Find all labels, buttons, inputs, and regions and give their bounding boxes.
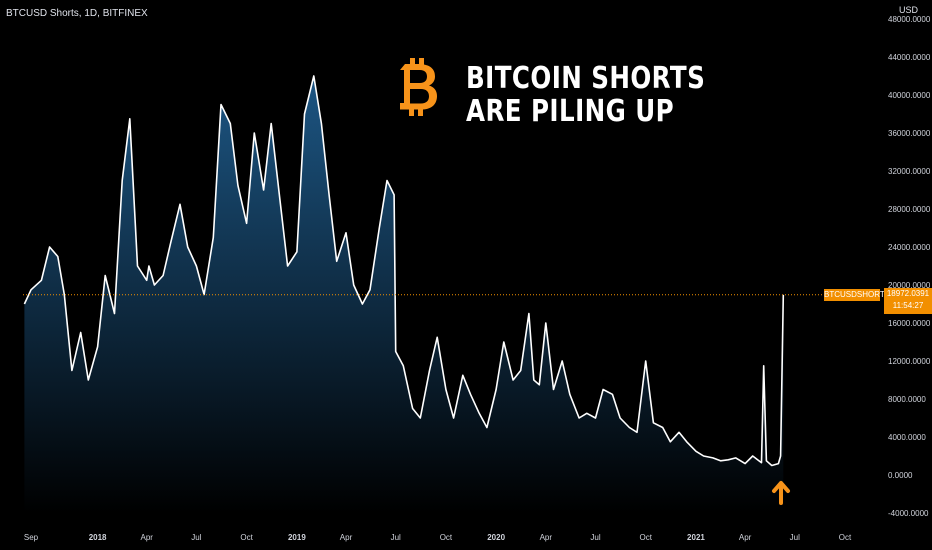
x-tick-label: Sep [24,533,39,542]
y-tick-label: 20000.0000 [888,281,931,290]
bitcoin-logo-icon [400,58,437,116]
currency-label: USD [899,5,919,15]
x-tick-label: Jul [790,533,800,542]
y-tick-label: 4000.0000 [888,433,926,442]
x-tick-label: 2018 [89,533,107,542]
last-price-value: 18972.0391 [886,289,930,298]
y-tick-label: 0.0000 [888,471,913,480]
y-tick-label: 48000.0000 [888,15,931,24]
x-tick-label: Jul [391,533,401,542]
symbol-title: BTCUSD Shorts, 1D, BITFINEX [6,8,148,19]
y-tick-label: 36000.0000 [888,129,931,138]
x-tick-label: Apr [141,533,154,542]
series-line [23,75,785,467]
y-tick-label: -4000.0000 [888,509,929,518]
x-tick-label: Oct [440,533,453,542]
y-tick-label: 16000.0000 [888,319,931,328]
x-tick-label: 2019 [288,533,306,542]
y-tick-label: 12000.0000 [888,357,931,366]
last-price-label: 18972.0391 11:54:27 [884,288,932,314]
headline-line-2: ARE PILING UP [466,94,675,129]
x-tick-label: 2021 [687,533,705,542]
x-tick-label: Oct [240,533,253,542]
y-tick-label: 32000.0000 [888,167,931,176]
x-tick-label: Apr [540,533,553,542]
y-tick-label: 44000.0000 [888,53,931,62]
x-tick-label: 2020 [487,533,505,542]
x-tick-label: Apr [739,533,752,542]
x-tick-label: Oct [839,533,852,542]
x-tick-label: Oct [640,533,653,542]
headline-annotation: BITCOIN SHORTS ARE PILING UP [466,62,758,128]
series-area-fill [24,76,784,513]
y-tick-label: 28000.0000 [888,205,931,214]
y-tick-label: 8000.0000 [888,395,926,404]
y-tick-label: 24000.0000 [888,243,931,252]
x-tick-label: Jul [590,533,600,542]
headline-line-1: BITCOIN SHORTS [466,61,706,96]
x-tick-label: Jul [191,533,201,542]
y-tick-label: 40000.0000 [888,91,931,100]
bar-countdown: 11:54:27 [892,301,924,310]
arrow-up-icon [772,481,790,505]
series-name-label: BTCUSDSHORTS [824,289,891,301]
x-tick-label: Apr [340,533,353,542]
